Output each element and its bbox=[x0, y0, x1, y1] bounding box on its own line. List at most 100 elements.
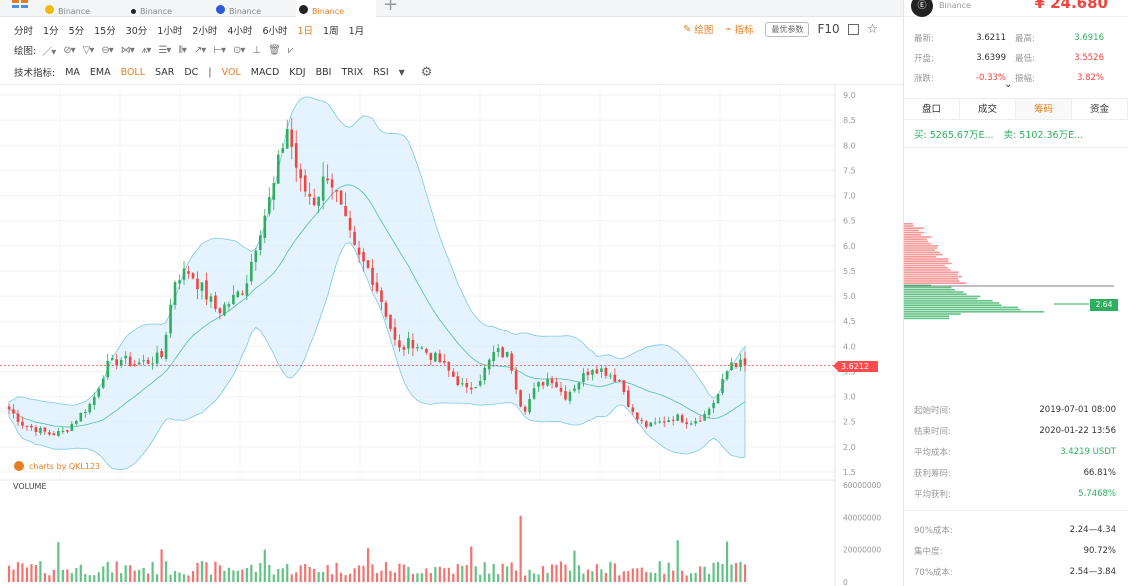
tab-4-active[interactable]: Binance bbox=[296, 0, 376, 17]
volume-bar bbox=[129, 565, 132, 582]
stat-row: 开盘: 3.6399 最低: 3.5526 bbox=[914, 48, 1114, 68]
candle-body bbox=[30, 425, 33, 428]
indicator-boll[interactable]: BOLL bbox=[120, 66, 146, 78]
line-tool-icon[interactable]: ／▾ bbox=[42, 46, 56, 58]
timeframe-9[interactable]: 1日 bbox=[297, 26, 314, 37]
volume-bar bbox=[389, 570, 392, 582]
volume-bar bbox=[357, 565, 361, 582]
layout-grid-icon[interactable] bbox=[12, 0, 28, 8]
timeframe-4[interactable]: 30分 bbox=[125, 26, 148, 37]
chip-bar bbox=[904, 242, 931, 245]
chevron-down-icon[interactable]: ▼ bbox=[398, 67, 405, 77]
measure-tool-icon[interactable]: ⊢▾ bbox=[213, 44, 226, 56]
timeframe-5[interactable]: 1小时 bbox=[157, 26, 183, 37]
circle-tool-icon[interactable]: ⊖▾ bbox=[101, 44, 113, 56]
indicator-vol[interactable]: VOL bbox=[221, 66, 241, 78]
text-tool-icon[interactable]: ⊙▾ bbox=[233, 44, 245, 56]
timeframe-2[interactable]: 5分 bbox=[68, 26, 85, 37]
fib-tool-icon[interactable]: ☰▾ bbox=[158, 44, 171, 56]
volume-bar bbox=[106, 561, 109, 582]
gear-icon[interactable]: ⚙ bbox=[420, 64, 433, 80]
volume-bar bbox=[483, 562, 486, 582]
volume-bar bbox=[173, 571, 177, 582]
volume-bar bbox=[366, 548, 370, 582]
candle-body bbox=[326, 178, 329, 181]
volume-bar bbox=[120, 573, 123, 582]
volume-bar bbox=[685, 575, 688, 582]
timeframe-7[interactable]: 4小时 bbox=[227, 26, 253, 37]
fullscreen-icon[interactable] bbox=[847, 23, 859, 35]
indicator-trix[interactable]: TRIX bbox=[341, 66, 364, 78]
panel-tab-0[interactable]: 盘口 bbox=[904, 99, 960, 119]
chip-bar bbox=[904, 264, 946, 267]
fork-tool-icon[interactable]: ⋈▾ bbox=[120, 44, 135, 56]
tab-2[interactable]: Binance bbox=[131, 0, 211, 17]
volume-bar bbox=[227, 567, 231, 582]
bar-tool-icon[interactable]: ⊥ bbox=[252, 44, 261, 56]
candle-body bbox=[371, 267, 374, 285]
candle-body bbox=[609, 375, 612, 377]
timeframe-3[interactable]: 15分 bbox=[94, 26, 116, 37]
favorite-star-icon[interactable]: ☆ bbox=[866, 21, 879, 37]
coin-icon bbox=[299, 5, 308, 14]
info-label: 集中度: bbox=[914, 546, 943, 557]
arrow-tool-icon[interactable]: ↗▾ bbox=[193, 44, 206, 56]
volume-bar bbox=[631, 568, 634, 582]
magnet-icon[interactable]: ⩗ bbox=[287, 44, 294, 56]
timeframe-1[interactable]: 1分 bbox=[43, 26, 59, 37]
tab-1[interactable]: Binance bbox=[45, 0, 125, 17]
volume-bar bbox=[362, 565, 365, 582]
indicator-sar[interactable]: SAR bbox=[155, 66, 175, 78]
info-row: 获利筹码: 66.81% bbox=[914, 462, 1116, 483]
pattern-tool-icon[interactable]: ⩚▾ bbox=[141, 44, 152, 56]
chip-bar bbox=[904, 308, 1021, 311]
info-value: 3.4219 USDT bbox=[1060, 446, 1116, 457]
indicator-macd[interactable]: MACD bbox=[250, 66, 280, 78]
volume-bar bbox=[102, 566, 105, 582]
panel-tab-2[interactable]: 筹码 bbox=[1016, 99, 1072, 119]
buy-sell-summary: 买: 5265.67万E... 卖: 5102.36万E... bbox=[914, 127, 1124, 141]
volume-bar bbox=[559, 561, 563, 582]
chip-bar bbox=[904, 245, 939, 247]
trash-icon[interactable]: 🗑 bbox=[268, 44, 281, 56]
indicator-dc[interactable]: DC bbox=[184, 66, 199, 78]
volume-bar bbox=[322, 571, 325, 582]
indicator-kdj[interactable]: KDJ bbox=[289, 66, 306, 78]
volume-bar bbox=[70, 573, 73, 582]
tab-3[interactable]: Binance bbox=[216, 0, 296, 17]
candle-body bbox=[308, 193, 311, 197]
indicator-button[interactable]: ⌁ 指标 bbox=[725, 23, 754, 37]
volume-bar bbox=[21, 563, 24, 582]
timeframe-6[interactable]: 2小时 bbox=[192, 26, 218, 37]
candle-body bbox=[496, 348, 500, 353]
chip-bar bbox=[904, 273, 958, 276]
channel-tool-icon[interactable]: ▽▾ bbox=[82, 44, 95, 56]
candle-body bbox=[514, 370, 518, 390]
indicator-rsi[interactable]: RSI bbox=[373, 66, 389, 78]
candle-body bbox=[600, 368, 603, 373]
timeframe-11[interactable]: 1月 bbox=[348, 26, 365, 37]
f10-button[interactable]: F10 bbox=[817, 22, 840, 36]
candle-body bbox=[48, 432, 51, 435]
timeframe-8[interactable]: 6小时 bbox=[262, 26, 288, 37]
panel-tab-1[interactable]: 成交 bbox=[960, 99, 1016, 119]
candlestick-chart[interactable]: 9.08.58.07.57.06.56.05.55.04.54.03.53.02… bbox=[0, 85, 903, 586]
add-tab-icon[interactable]: + bbox=[383, 0, 399, 15]
volume-bar bbox=[326, 565, 329, 582]
indicator-bbi[interactable]: BBI bbox=[315, 66, 332, 78]
price-tick-label: 8.5 bbox=[843, 116, 856, 125]
timeframe-10[interactable]: 1周 bbox=[323, 26, 339, 37]
timeframe-0[interactable]: 分时 bbox=[14, 26, 34, 37]
indicator-ma[interactable]: MA bbox=[65, 66, 80, 78]
price-tick-label: 8.0 bbox=[843, 141, 856, 150]
sell-volume: 卖: 5102.36万E... bbox=[1003, 130, 1084, 141]
chip-bar bbox=[904, 253, 943, 256]
optimal-params-button[interactable]: 最优参数 bbox=[765, 21, 810, 37]
candle-body bbox=[191, 273, 195, 279]
gann-tool-icon[interactable]: ⦀▾ bbox=[178, 44, 186, 56]
panel-tab-3[interactable]: 资金 bbox=[1072, 99, 1128, 119]
ray-tool-icon[interactable]: ⊘▾ bbox=[63, 44, 75, 56]
indicator-ema[interactable]: EMA bbox=[89, 66, 111, 78]
draw-button[interactable]: ✎ 绘图 bbox=[683, 23, 714, 37]
chevron-down-icon[interactable]: ⌄ bbox=[1004, 79, 1013, 90]
